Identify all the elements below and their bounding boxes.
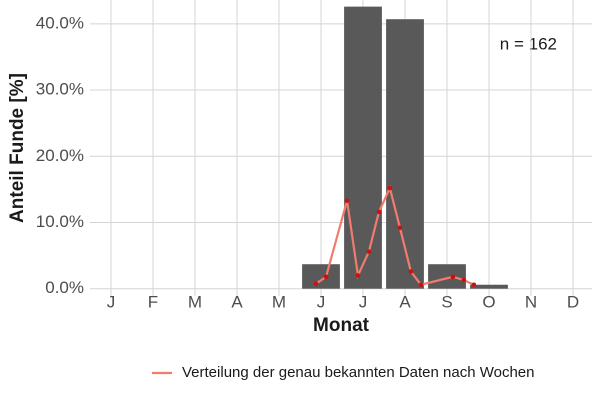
point — [355, 273, 361, 278]
point — [408, 269, 414, 274]
y-tick-label: 0.0% — [45, 278, 84, 297]
x-tick-label: D — [567, 292, 579, 311]
x-tick-label: F — [148, 292, 158, 311]
x-tick-label: J — [317, 292, 326, 311]
point — [376, 209, 382, 215]
x-tick-label: A — [399, 292, 411, 311]
y-tick-label: 20.0% — [36, 146, 84, 165]
x-tick-label: A — [231, 292, 243, 311]
y-axis-title: Anteil Funde [%] — [7, 73, 28, 223]
point — [450, 274, 456, 280]
x-tick-label: N — [525, 292, 537, 311]
bar — [470, 284, 508, 289]
point — [366, 249, 372, 254]
x-tick-label: S — [441, 292, 452, 311]
point — [461, 277, 467, 283]
x-tick-label: M — [272, 292, 286, 311]
x-tick-label: J — [359, 292, 368, 311]
x-axis-title: Monat — [313, 315, 370, 336]
y-tick-label: 10.0% — [36, 212, 84, 231]
point — [344, 198, 350, 203]
point — [323, 274, 329, 280]
point — [313, 281, 319, 287]
bar — [428, 264, 466, 289]
y-tick-label: 40.0% — [36, 13, 84, 32]
point — [397, 225, 403, 231]
bar — [344, 6, 382, 289]
point — [387, 185, 393, 191]
point — [471, 282, 477, 288]
x-tick-label: M — [188, 292, 202, 311]
point — [418, 282, 424, 288]
x-tick-label: O — [482, 292, 495, 311]
legend-label: Verteilung der genau bekannten Daten nac… — [182, 364, 535, 381]
y-tick-label: 30.0% — [36, 80, 84, 99]
bar — [302, 264, 340, 289]
annotation: n = 162 — [500, 34, 557, 53]
x-tick-label: J — [107, 292, 116, 311]
